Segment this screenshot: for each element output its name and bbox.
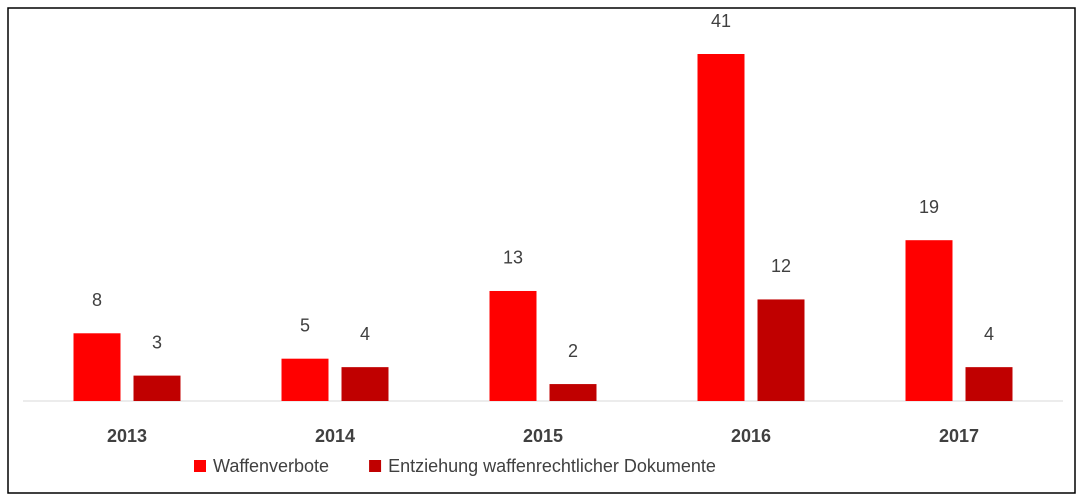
data-label: 4	[984, 324, 994, 344]
bar	[697, 54, 745, 401]
chart-frame	[7, 7, 1076, 494]
data-label: 3	[152, 332, 162, 352]
x-tick-label: 2017	[939, 426, 979, 446]
legend-swatch	[369, 460, 382, 472]
bar	[281, 358, 329, 401]
bar	[965, 367, 1013, 401]
x-tick-label: 2015	[523, 426, 563, 446]
bar	[549, 384, 597, 401]
bar	[73, 333, 121, 401]
bar	[133, 375, 181, 401]
data-label: 41	[711, 11, 731, 31]
legend-swatch	[194, 460, 206, 472]
data-label: 13	[503, 248, 523, 268]
x-tick-label: 2014	[315, 426, 355, 446]
data-label: 4	[360, 324, 370, 344]
data-label: 12	[771, 256, 791, 276]
bar	[905, 240, 953, 401]
legend-label: Waffenverbote	[213, 456, 329, 476]
bar	[489, 290, 537, 401]
bar	[341, 367, 389, 401]
data-label: 19	[919, 197, 939, 217]
x-tick-label: 2016	[731, 426, 771, 446]
data-label: 8	[92, 290, 102, 310]
x-tick-label: 2013	[107, 426, 147, 446]
data-label: 2	[568, 341, 578, 361]
bar	[757, 299, 805, 401]
legend-label: Entziehung waffenrechtlicher Dokumente	[388, 456, 716, 476]
data-label: 5	[300, 315, 310, 335]
